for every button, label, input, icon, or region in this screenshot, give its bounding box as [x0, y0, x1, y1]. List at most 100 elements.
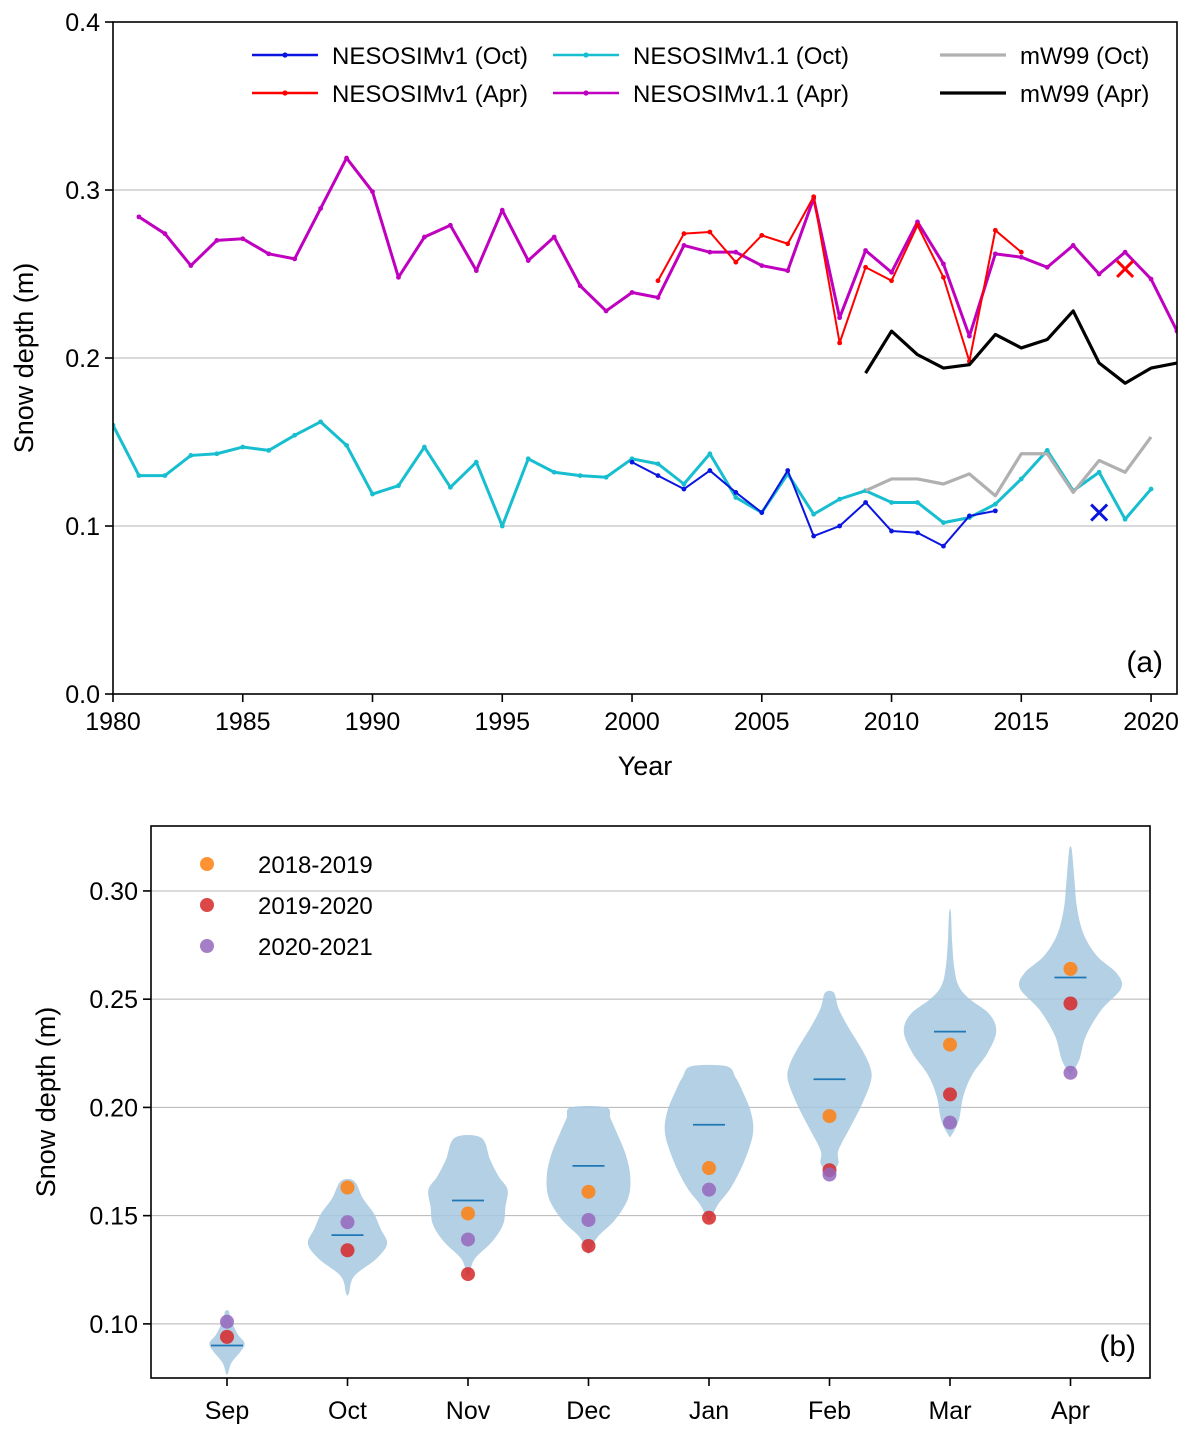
data-point-2019-2020: [340, 1243, 355, 1258]
data-point-nesosimv1-1-oct: [1122, 516, 1128, 522]
data-point-nesosimv1-apr: [811, 194, 817, 200]
data-point-nesosimv1-apr: [759, 232, 765, 238]
data-point-nesosimv1-1-oct: [941, 520, 946, 526]
data-point-nesosimv1-apr: [837, 340, 843, 346]
data-point-nesosimv1-1-apr: [707, 249, 713, 255]
series-line-nesosimv1-apr: [657, 195, 1022, 363]
data-point-nesosimv1-1-oct: [837, 496, 843, 502]
violin-body: [787, 990, 872, 1176]
legend-entry-nesosimv1-apr: NESOSIMv1 (Apr): [252, 81, 528, 108]
panel-b-x-tick-label-apr: Apr: [1051, 1397, 1090, 1425]
legend-marker-swatch: [200, 857, 214, 871]
violin-body: [546, 1106, 631, 1255]
data-point-nesosimv1-apr: [681, 231, 687, 237]
data-point-nesosimv1-1-oct: [1018, 476, 1024, 482]
data-point-nesosimv1-1-oct: [992, 501, 998, 507]
data-point-2019-2020: [1063, 996, 1078, 1011]
data-point-nesosimv1-1-oct: [447, 484, 453, 490]
data-point-nesosimv1-oct: [837, 523, 843, 529]
data-point-nesosimv1-oct: [707, 468, 713, 473]
cross-marker-stroke: [1116, 259, 1135, 279]
data-point-nesosimv1-1-apr: [941, 261, 946, 267]
panel-b-frame: [150, 825, 1151, 1379]
points-2020-2021: [220, 1065, 1078, 1329]
data-point-nesosimv1-apr: [733, 259, 739, 265]
legend-entry-2019-2020: 2019-2020: [200, 893, 373, 920]
data-point-nesosimv1-oct: [811, 533, 817, 539]
data-point-nesosimv1-1-apr: [681, 243, 687, 248]
panel-b-x-tick-label-jan: Jan: [689, 1397, 729, 1425]
data-point-nesosimv1-1-oct: [422, 444, 427, 450]
data-point-nesosimv1-1-oct: [811, 511, 817, 517]
data-point-nesosimv1-1-apr: [1148, 276, 1154, 282]
data-point-nesosimv1-1-apr: [1122, 249, 1128, 255]
data-point-2019-2020: [581, 1238, 596, 1253]
data-point-nesosimv1-1-apr: [266, 251, 272, 257]
data-point-2018-2019: [461, 1206, 475, 1221]
data-point-nesosimv1-1-oct: [499, 523, 505, 529]
legend-marker-swatch: [282, 52, 288, 58]
data-point-2020-2021: [702, 1182, 716, 1197]
panel-a-gridlines: [113, 189, 1177, 527]
data-point-nesosimv1-oct: [889, 528, 894, 534]
data-point-nesosimv1-apr: [863, 264, 868, 270]
data-point-nesosimv1-oct: [966, 513, 972, 519]
data-point-nesosimv1-1-apr: [188, 263, 194, 268]
data-point-nesosimv1-1-apr: [344, 155, 349, 161]
data-point-nesosimv1-1-oct: [188, 453, 194, 458]
data-point-nesosimv1-apr: [915, 222, 920, 228]
data-point-nesosimv1-1-apr: [889, 269, 894, 275]
data-point-nesosimv1-1-oct: [603, 474, 609, 480]
data-point-2020-2021: [1063, 1065, 1078, 1080]
legend-label: NESOSIMv1 (Apr): [332, 81, 528, 108]
data-point-nesosimv1-1-apr: [499, 207, 505, 213]
data-point-nesosimv1-oct: [785, 468, 791, 473]
data-point-nesosimv1-oct: [629, 459, 635, 465]
legend-label: 2019-2020: [258, 893, 373, 920]
panel-b-x-tick-label-dec: Dec: [566, 1397, 610, 1425]
legend-entry-2018-2019: 2018-2019: [200, 852, 373, 879]
panel-b-violin-chart: Sep Oct Nov Dec Jan Feb Mar Apr 0.10 0.15 0.20 0.2…: [31, 825, 1151, 1425]
data-point-nesosimv1-1-oct: [915, 500, 920, 505]
panel-a-y-axis-label: Snow depth (m): [9, 263, 39, 454]
data-point-nesosimv1-1-oct: [525, 456, 531, 462]
data-point-nesosimv1-1-oct: [344, 442, 349, 448]
data-point-nesosimv1-1-apr: [603, 308, 609, 314]
data-point-nesosimv1-apr: [941, 274, 946, 280]
data-point-nesosimv1-1-oct: [214, 451, 220, 457]
data-point-nesosimv1-1-apr: [396, 274, 401, 280]
series-line-nesosimv1-1-apr: [138, 156, 1177, 338]
violin-body: [903, 908, 997, 1138]
violin-body: [1018, 846, 1123, 1075]
series-line-mw99-oct: [864, 436, 1153, 498]
legend-entry-nesosimv1-1-apr: NESOSIMv1.1 (Apr): [553, 81, 849, 108]
legend-label: NESOSIMv1.1 (Apr): [633, 81, 849, 108]
data-point-nesosimv1-1-apr: [1018, 254, 1024, 260]
data-point-nesosimv1-1-apr: [551, 234, 557, 240]
series-nesosimv1-1-apr: [136, 155, 1177, 339]
legend-label: 2018-2019: [258, 852, 373, 879]
data-point-nesosimv1-1-apr: [577, 283, 583, 289]
data-point-2020-2021: [581, 1212, 596, 1227]
data-point-2018-2019: [943, 1037, 957, 1052]
data-point-nesosimv1-1-oct: [136, 473, 142, 478]
violin-mar: [903, 908, 997, 1138]
violin-body: [428, 1135, 508, 1276]
panel-b-x-tick-label-mar: Mar: [928, 1397, 971, 1425]
data-point-nesosimv1-oct: [655, 473, 661, 478]
violin-jan: [664, 1064, 754, 1222]
data-point-nesosimv1-1-apr: [136, 214, 142, 220]
legend-marker-swatch: [200, 898, 214, 912]
data-point-nesosimv1-1-apr: [915, 219, 920, 225]
data-point-nesosimv1-1-oct: [318, 419, 324, 425]
data-point-nesosimv1-1-apr: [473, 268, 479, 274]
data-point-2020-2021: [943, 1115, 957, 1130]
panel-b-y-tick-label: 0.25: [89, 986, 138, 1014]
panel-a-y-tick-label: 0.0: [65, 681, 100, 709]
data-point-nesosimv1-apr: [655, 278, 661, 284]
data-point-2020-2021: [822, 1167, 837, 1182]
data-point-nesosimv1-1-oct: [396, 483, 401, 489]
legend-label: NESOSIMv1 (Oct): [332, 43, 528, 70]
data-point-nesosimv1-apr: [992, 227, 998, 233]
data-point-nesosimv1-oct: [992, 508, 998, 514]
